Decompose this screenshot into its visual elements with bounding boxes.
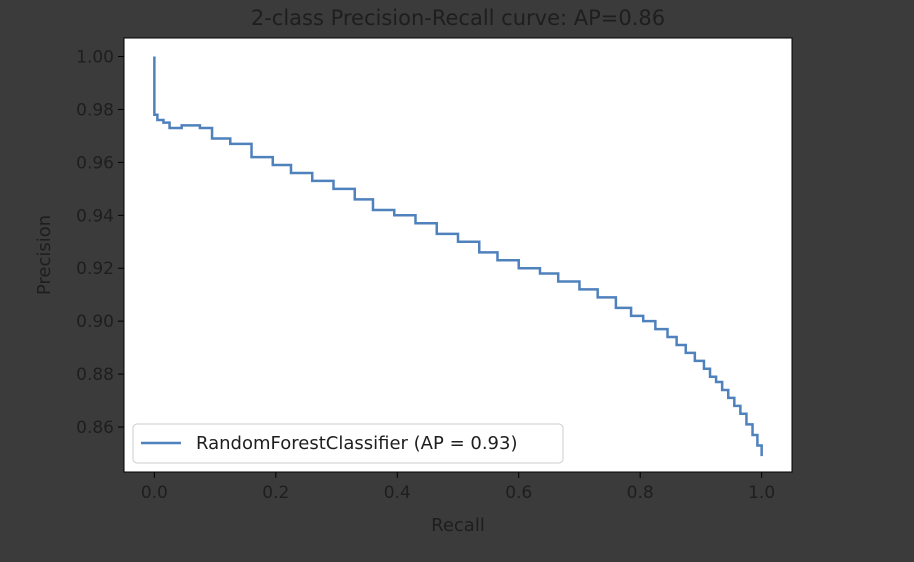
y-tick-label: 0.86 bbox=[76, 418, 114, 438]
y-tick-label: 0.98 bbox=[76, 100, 114, 120]
x-axis-label: Recall bbox=[431, 515, 485, 536]
y-tick-label: 1.00 bbox=[76, 48, 114, 68]
y-tick-label: 0.92 bbox=[76, 259, 114, 279]
x-tick-label: 0.8 bbox=[627, 483, 654, 503]
x-tick-label: 0.0 bbox=[141, 483, 168, 503]
x-tick-label: 0.2 bbox=[262, 483, 289, 503]
y-tick-label: 0.94 bbox=[76, 206, 114, 226]
legend-label: RandomForestClassifier (AP = 0.93) bbox=[196, 433, 517, 454]
y-tick-label: 0.88 bbox=[76, 365, 114, 385]
pr-curve-line bbox=[153, 56, 763, 457]
axes-frame bbox=[123, 37, 793, 473]
legend-box bbox=[132, 423, 564, 464]
x-tick-label: 1.0 bbox=[748, 483, 775, 503]
x-tick-label: 0.4 bbox=[384, 483, 411, 503]
plot-area bbox=[124, 38, 792, 472]
y-tick-label: 0.90 bbox=[76, 312, 114, 332]
y-axis-label: Precision bbox=[34, 215, 55, 295]
y-tick-label: 0.96 bbox=[76, 153, 114, 173]
chart-title: 2-class Precision-Recall curve: AP=0.86 bbox=[251, 6, 665, 30]
x-tick-label: 0.6 bbox=[505, 483, 532, 503]
